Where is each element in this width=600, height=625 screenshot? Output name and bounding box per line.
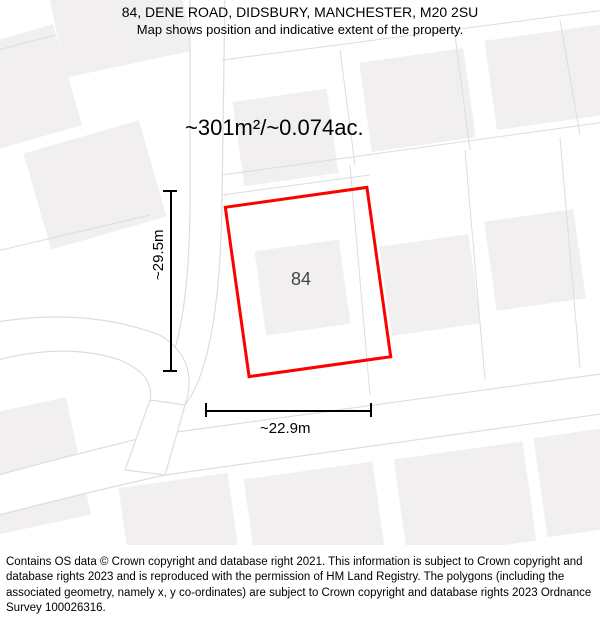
map-canvas: 84 ~301m²/~0.074ac. ~29.5m ~22.9m Spath … [0, 0, 600, 545]
copyright-footer: Contains OS data © Crown copyright and d… [6, 555, 594, 617]
page-title: 84, DENE ROAD, DIDSBURY, MANCHESTER, M20… [0, 4, 600, 20]
width-dimension-line [205, 410, 370, 412]
height-dimension-line [170, 190, 172, 370]
area-label: ~301m²/~0.074ac. [185, 115, 364, 141]
plot-number-label: 84 [291, 269, 311, 290]
height-dimension-label: ~29.5m [150, 230, 167, 280]
height-dimension-tick-bottom [163, 370, 177, 372]
page-subtitle: Map shows position and indicative extent… [0, 22, 600, 37]
dene-road-upper [0, 317, 189, 405]
height-dimension-tick-top [163, 190, 177, 192]
dene-road-lower [0, 370, 600, 520]
width-dimension-tick-left [205, 403, 207, 417]
width-dimension-label: ~22.9m [260, 420, 310, 437]
width-dimension-tick-right [370, 403, 372, 417]
header: 84, DENE ROAD, DIDSBURY, MANCHESTER, M20… [0, 4, 600, 37]
